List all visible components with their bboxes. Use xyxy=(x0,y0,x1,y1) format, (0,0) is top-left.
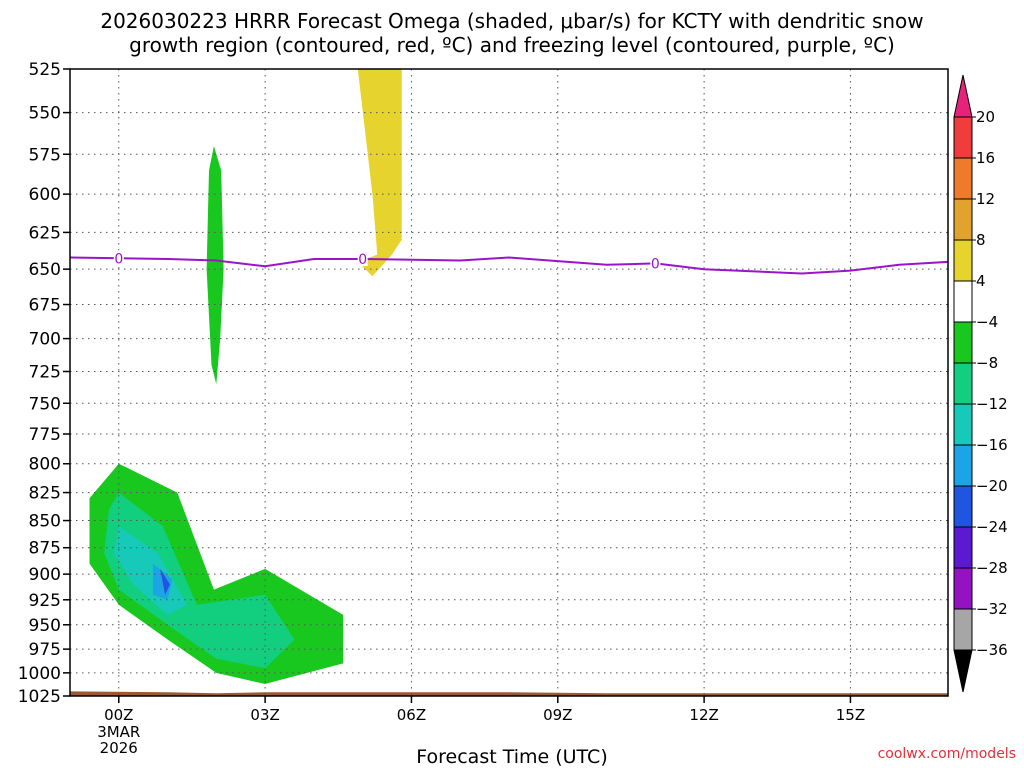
freezing-label-0: 0 xyxy=(114,251,123,267)
y-tick-label-825: 825 xyxy=(29,484,61,504)
terrain-layer xyxy=(70,691,948,696)
y-tick-label-775: 775 xyxy=(29,425,61,445)
y-tick-label-625: 625 xyxy=(29,223,61,243)
x-tick-label-12Z: 12Z xyxy=(689,706,718,724)
colorbar-label-9: −20 xyxy=(976,477,1008,495)
x-tick-sublabel-0: 3MAR xyxy=(97,723,140,741)
x-tick-label-15Z: 15Z xyxy=(836,706,865,724)
freezing-label-bg-1 xyxy=(357,251,368,267)
omega-region-3 xyxy=(104,492,295,669)
y-tick-label-950: 950 xyxy=(29,616,61,636)
colorbar-bin-5 xyxy=(953,280,973,323)
colorbar-bin-4 xyxy=(953,239,973,282)
colorbar-label-10: −24 xyxy=(976,518,1008,536)
colorbar-label-1: 16 xyxy=(976,149,995,167)
y-tick-label-575: 575 xyxy=(29,145,61,165)
y-tick-label-800: 800 xyxy=(29,455,61,475)
y-tick-label-900: 900 xyxy=(29,565,61,585)
colorbar-label-12: −32 xyxy=(976,600,1008,618)
omega-region-0 xyxy=(357,69,402,277)
y-tick-label-600: 600 xyxy=(29,185,61,205)
freezing-level-layer: 0 0 0 xyxy=(69,250,949,275)
y-tick-label-875: 875 xyxy=(29,539,61,559)
colorbar-label-6: −8 xyxy=(976,354,998,372)
y-tick-label-725: 725 xyxy=(29,362,61,382)
title-line-1: 2026030223 HRRR Forecast Omega (shaded, … xyxy=(100,9,924,33)
freezing-level-line xyxy=(69,256,949,275)
omega-shading xyxy=(89,69,402,684)
x-tick-label-03Z: 03Z xyxy=(250,706,279,724)
colorbar-label-13: −36 xyxy=(976,641,1008,659)
colorbar-label-2: 12 xyxy=(976,190,995,208)
colorbar-label-5: −4 xyxy=(976,313,998,331)
freezing-label-bg-2 xyxy=(650,255,661,271)
colorbar-bin-1 xyxy=(953,116,973,159)
omega-region-6 xyxy=(160,568,170,595)
x-tick-label-06Z: 06Z xyxy=(397,706,426,724)
colorbar-top-triangle xyxy=(953,74,973,118)
y-tick-label-975: 975 xyxy=(29,640,61,660)
colorbar-label-8: −16 xyxy=(976,436,1008,454)
colorbar-label-3: 8 xyxy=(976,231,986,249)
colorbar-bin-8 xyxy=(953,403,973,446)
colorbar-label-0: 20 xyxy=(976,108,995,126)
x-axis-title: Forecast Time (UTC) xyxy=(416,746,608,768)
x-tick-sublabel-1: 2026 xyxy=(100,739,138,757)
freezing-label-bg-0 xyxy=(113,250,124,266)
y-tick-label-525: 525 xyxy=(29,60,61,80)
y-tick-label-750: 750 xyxy=(29,394,61,414)
plot-frame xyxy=(69,68,949,697)
colorbar-bin-13 xyxy=(953,608,973,651)
freezing-label-2: 0 xyxy=(651,256,660,272)
y-tick-label-850: 850 xyxy=(29,512,61,532)
credit-link[interactable]: coolwx.com/models xyxy=(877,746,1016,762)
y-tick-label-675: 675 xyxy=(29,296,61,316)
y-tick-label-1025: 1025 xyxy=(18,687,61,707)
colorbar-bin-2 xyxy=(953,157,973,200)
colorbar-bin-6 xyxy=(953,321,973,364)
colorbar-bin-3 xyxy=(953,198,973,241)
y-tick-label-650: 650 xyxy=(29,260,61,280)
freezing-label-1: 0 xyxy=(358,252,367,268)
colorbar-label-4: 4 xyxy=(976,272,986,290)
colorbar-bin-9 xyxy=(953,444,973,487)
colorbar-label-7: −12 xyxy=(976,395,1008,413)
colorbar-label-11: −28 xyxy=(976,559,1008,577)
title-line-2: growth region (contoured, red, ºC) and f… xyxy=(129,33,895,57)
colorbar: 20 16 12 8 4 −4 −8 −12 −16 −20 −24 −28 −32 −36 xyxy=(953,74,1008,693)
terrain-fill xyxy=(70,691,948,696)
colorbar-bin-7 xyxy=(953,362,973,405)
chart-title: 2026030223 HRRR Forecast Omega (shaded, … xyxy=(0,9,1024,57)
x-tick-label-00Z: 00Z xyxy=(104,706,133,724)
y-tick-label-700: 700 xyxy=(29,330,61,350)
colorbar-bottom-triangle xyxy=(953,649,973,693)
omega-region-1 xyxy=(206,146,224,385)
colorbar-bin-11 xyxy=(953,526,973,569)
y-tick-label-1000: 1000 xyxy=(18,664,61,684)
y-axis: 525 550 575 600 625 650 675 700 725 750 775 800 825 8… xyxy=(18,60,70,707)
colorbar-bin-12 xyxy=(953,567,973,610)
y-tick-label-925: 925 xyxy=(29,591,61,611)
colorbar-bin-10 xyxy=(953,485,973,528)
y-tick-label-550: 550 xyxy=(29,104,61,124)
x-tick-label-09Z: 09Z xyxy=(543,706,572,724)
